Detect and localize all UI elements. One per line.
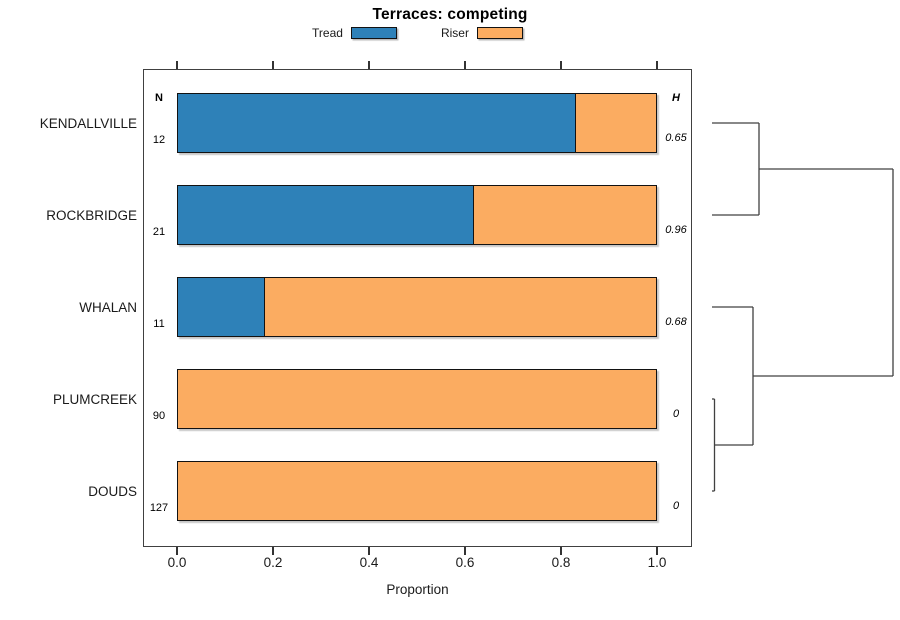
stacked-bar (177, 461, 657, 521)
x-tick-label: 0.4 (359, 555, 379, 570)
n-value: 90 (152, 410, 166, 422)
category-label: ROCKBRIDGE (46, 207, 137, 223)
legend-label-tread: Tread (312, 26, 343, 40)
h-value: 0.68 (665, 316, 687, 328)
bar-row: WHALAN 11 0.68 (0, 277, 900, 337)
x-tick-label: 0.6 (455, 555, 475, 570)
h-value: 0.65 (665, 132, 687, 144)
x-tick-top (656, 61, 658, 69)
x-tick-label: 0.0 (167, 555, 187, 570)
bar-row: PLUMCREEK 90 0 (0, 369, 900, 429)
tread-segment (178, 94, 577, 152)
legend-item-riser: Riser (441, 26, 523, 40)
x-tick-bottom (272, 547, 274, 555)
category-label: PLUMCREEK (52, 391, 137, 407)
tread-segment (178, 278, 265, 336)
h-value: 0 (672, 500, 680, 512)
stacked-bar (177, 93, 657, 153)
h-column-header: H (672, 92, 680, 104)
bar-row: DOUDS 127 0 (0, 461, 900, 521)
x-tick-bottom (464, 547, 466, 555)
x-tick-label: 0.8 (551, 555, 571, 570)
legend-item-tread: Tread (312, 26, 397, 40)
x-tick-bottom (368, 547, 370, 555)
stacked-bar (177, 277, 657, 337)
n-column-header: N (155, 92, 163, 104)
category-label: WHALAN (79, 299, 137, 315)
tread-color-swatch (350, 27, 397, 39)
n-value: 127 (149, 502, 169, 514)
h-value: 0 (672, 408, 680, 420)
bar-row: ROCKBRIDGE 21 0.96 (0, 185, 900, 245)
x-tick-bottom (656, 547, 658, 555)
x-tick-label: 0.2 (263, 555, 283, 570)
x-axis-label: Proportion (386, 582, 449, 597)
x-tick-top (176, 61, 178, 69)
x-tick-label: 1.0 (647, 555, 667, 570)
x-tick-bottom (176, 547, 178, 555)
bar-row: KENDALLVILLE 12 0.65 (0, 93, 900, 153)
stacked-bar (177, 185, 657, 245)
h-value: 0.96 (665, 224, 687, 236)
category-label: DOUDS (88, 483, 137, 499)
x-tick-bottom (560, 547, 562, 555)
x-tick-top (560, 61, 562, 69)
chart-title: Terraces: competing (372, 6, 528, 23)
x-tick-top (272, 61, 274, 69)
stacked-bar (177, 369, 657, 429)
x-tick-top (464, 61, 466, 69)
n-value: 12 (152, 134, 166, 146)
riser-color-swatch (476, 27, 523, 39)
n-value: 11 (153, 318, 165, 330)
tread-segment (178, 186, 474, 244)
legend-label-riser: Riser (440, 26, 469, 40)
category-label: KENDALLVILLE (39, 115, 137, 131)
x-tick-top (368, 61, 370, 69)
n-value: 21 (152, 226, 166, 238)
legend: Tread Riser (143, 25, 692, 41)
